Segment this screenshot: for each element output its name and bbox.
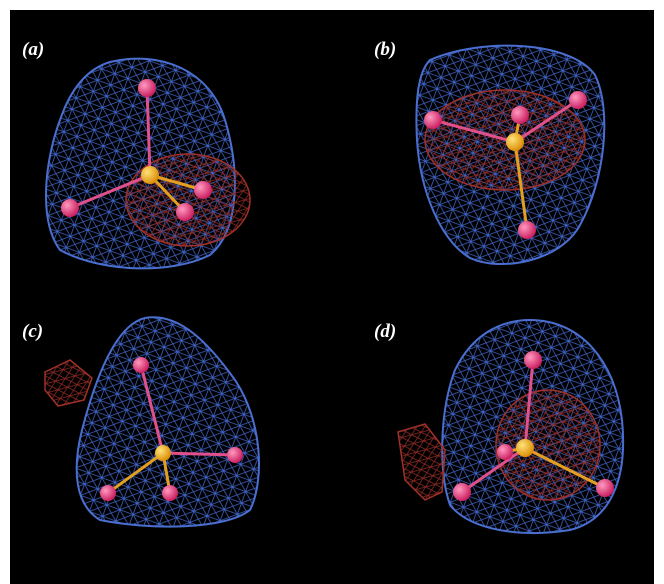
atom: [518, 221, 536, 239]
atom: [138, 79, 156, 97]
bond: [163, 453, 235, 455]
atom: [424, 111, 442, 129]
atom: [155, 445, 171, 461]
atom: [453, 483, 471, 501]
atom: [227, 447, 243, 463]
atom: [176, 203, 194, 221]
atom: [506, 133, 524, 151]
atom: [61, 199, 79, 217]
atom: [133, 357, 149, 373]
atom: [596, 479, 614, 497]
atom: [141, 166, 159, 184]
panel-label: (c): [22, 321, 43, 342]
atom: [497, 444, 513, 460]
panel-label: (d): [374, 321, 396, 342]
atom: [194, 181, 212, 199]
atom: [100, 485, 116, 501]
atom: [162, 485, 178, 501]
panel-label: (b): [374, 39, 396, 60]
figure: (a) (b) (c): [0, 0, 664, 584]
panel-label: (a): [22, 39, 44, 60]
atom: [569, 91, 587, 109]
atom: [524, 351, 542, 369]
atom: [516, 439, 534, 457]
density-mesh: [496, 390, 600, 500]
atom: [511, 106, 529, 124]
